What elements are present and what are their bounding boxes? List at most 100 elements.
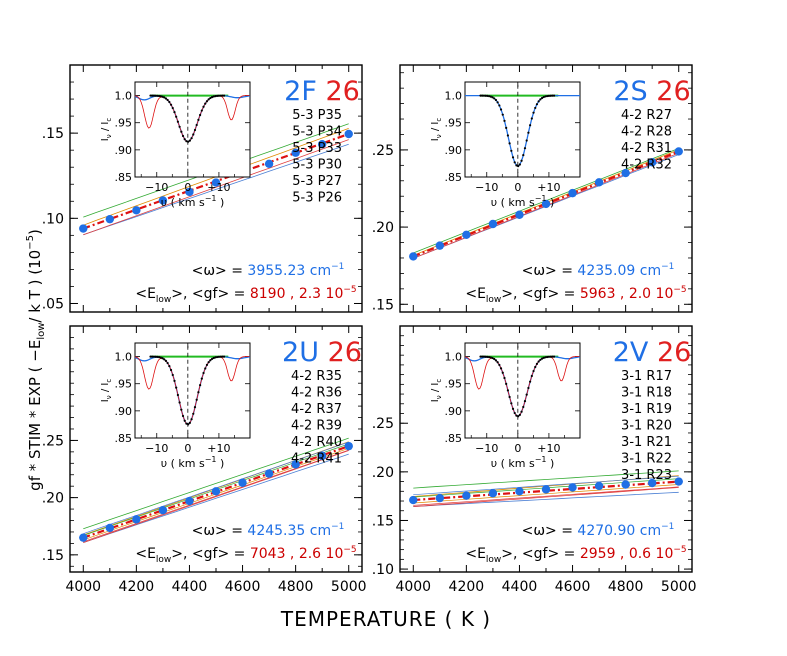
- inset-model-dot: [163, 358, 166, 361]
- inset-model-dot: [219, 94, 222, 97]
- omega-value: 4235.09 cm: [577, 263, 661, 279]
- omega-unit-exp: −1: [331, 262, 344, 272]
- inset-y-tick-label: 1.0: [445, 90, 463, 103]
- data-point: [594, 178, 604, 187]
- band-name: 2S: [613, 76, 656, 107]
- elow-annotation: <Elow>, <gf> = 7043 , 2.6 10−5: [135, 545, 356, 565]
- elow-annotation: <Elow>, <gf> = 2959 , 0.6 10−5: [465, 545, 686, 565]
- inset-model-dot: [207, 361, 210, 364]
- elow-exp: −5: [673, 285, 686, 295]
- inset-model-dot: [551, 94, 554, 97]
- data-point: [264, 159, 274, 168]
- inset-model-dot: [525, 139, 528, 142]
- data-point: [291, 460, 300, 469]
- line-list-item: 3-1 R20: [621, 419, 672, 434]
- inset-x-label-part: ): [546, 196, 554, 209]
- inset-y-tick-label: .85: [115, 171, 133, 184]
- x-tick-label: 4400: [502, 579, 538, 595]
- line-list-item: 4-2 R37: [291, 402, 342, 417]
- y-tick-label: .20: [372, 465, 394, 481]
- inset-model-dot: [197, 118, 200, 121]
- data-point: [105, 214, 115, 224]
- inset-model-dot: [513, 161, 516, 164]
- omega-label: <ω> =: [522, 523, 578, 539]
- inset-model-dot: [508, 395, 511, 399]
- inset-model-dot: [482, 355, 486, 358]
- elow-mid: >, <gf> =: [171, 286, 250, 302]
- inset-y-label-part: ν: [105, 395, 113, 399]
- envelope-line: [83, 437, 349, 530]
- inset-y-tick-label: .95: [115, 378, 133, 391]
- inset-model-dot: [539, 98, 542, 101]
- inset-model-dot: [493, 97, 496, 100]
- omega-annotation: <ω> = 4270.90 cm−1: [522, 522, 675, 539]
- inset-plot: 1.0 .95 .90 .85 −10 0 +10 Iν / Ic υ ( km s−1 ): [430, 342, 581, 470]
- band-label: 2U 26: [282, 337, 362, 368]
- inset-model-dot: [529, 124, 532, 127]
- inset-model-dot: [539, 358, 542, 361]
- global-x-axis-label: TEMPERATURE ( K ): [280, 607, 491, 631]
- band-number: 26: [657, 337, 691, 368]
- inset-y-label-part: ν: [435, 134, 443, 138]
- omega-annotation: <ω> = 3955.23 cm−1: [192, 262, 345, 279]
- inset-model-dot: [532, 369, 535, 373]
- y-tick-label: .10: [42, 211, 64, 227]
- inset-x-label: υ ( km s−1 ): [491, 194, 555, 209]
- inset-model-dot: [551, 355, 554, 358]
- elow-label: <E: [465, 546, 486, 562]
- inset-x-tick-label: 0: [514, 181, 521, 194]
- inset-model-dot: [175, 115, 178, 118]
- inset-model-dot: [494, 359, 498, 362]
- inset-model-dot: [149, 94, 152, 97]
- inset-model-dot: [491, 356, 494, 360]
- inset-model-dot: [200, 109, 203, 112]
- inset-model-dot: [517, 415, 520, 418]
- elow-sub: low: [486, 295, 501, 305]
- y-tick-label: .05: [42, 296, 64, 312]
- y-tick-label: .15: [372, 513, 394, 529]
- x-tick-label: 5000: [331, 579, 367, 595]
- inset-x-label-part: υ ( km s: [491, 196, 535, 209]
- inset-model-dot: [537, 100, 540, 103]
- elow-value: 5963 , 2.0 10: [580, 286, 674, 302]
- inset-model-dot: [187, 140, 190, 143]
- line-list-item: 3-1 R21: [621, 435, 672, 450]
- elow-annotation: <Elow>, <gf> = 8190 , 2.3 10−5: [135, 285, 356, 305]
- inset-model-dot: [498, 104, 501, 107]
- inset-model-dot: [222, 355, 226, 358]
- inset-model-dot: [489, 95, 492, 98]
- inset-blend-profile: [134, 95, 250, 143]
- omega-label: <ω> =: [192, 263, 248, 279]
- inset-y-tick-label: 1.0: [115, 351, 133, 364]
- inset-model-dot: [166, 361, 169, 365]
- inset-model-dot: [190, 137, 193, 140]
- y-tick-label: .25: [372, 143, 394, 159]
- inset-model-dot: [192, 412, 195, 415]
- inset-x-tick-label: 0: [184, 442, 191, 455]
- inset-x-tick-label: −10: [145, 181, 168, 194]
- inset-model-dot: [183, 138, 186, 141]
- data-point: [344, 129, 353, 139]
- inset-model-dot: [181, 414, 185, 418]
- inset-x-tick-label: +10: [207, 181, 230, 194]
- inset-y-tick-label: .90: [445, 405, 463, 418]
- inset-model-dot: [529, 380, 532, 383]
- inset-model-dot: [205, 363, 209, 366]
- inset-model-dot: [501, 113, 504, 116]
- line-list-item: 3-1 R17: [621, 369, 672, 384]
- inset-y-label: Iν / Ic: [430, 379, 443, 403]
- inset-x-label-part: ): [546, 457, 554, 470]
- data-point: [462, 491, 471, 500]
- band-name: 2U: [282, 337, 328, 368]
- inset-y-tick-label: .90: [445, 144, 463, 157]
- inset-model-dot: [207, 98, 210, 101]
- inset-model-dot: [503, 119, 506, 122]
- inset-model-dot: [535, 103, 539, 106]
- inset-y-label-part: I: [430, 138, 441, 141]
- data-point: [515, 210, 524, 219]
- inset-y-tick-label: .85: [115, 432, 133, 445]
- inset-model-dot: [151, 94, 154, 97]
- panel-2f: .05.10.15<ω> = 3955.23 cm−1<Elow>, <gf> …: [42, 64, 363, 313]
- inset-model-dot: [217, 355, 221, 358]
- inset-model-dot: [163, 96, 166, 99]
